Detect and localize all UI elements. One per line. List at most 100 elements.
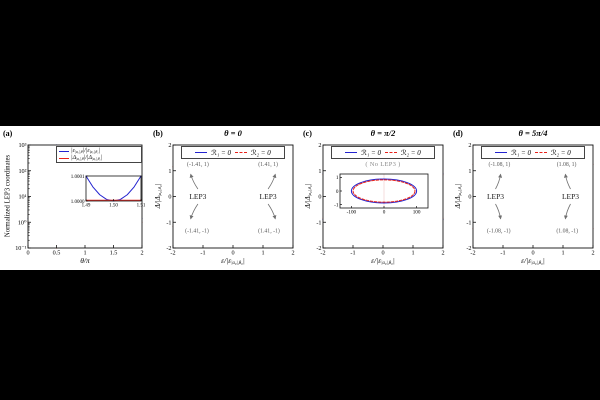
legend-label-R2: ℛ₂ = 0 [251, 148, 271, 157]
legend-label-R1: ℛ₁ = 0 [211, 148, 231, 157]
legend-line-R1 [195, 152, 208, 153]
inset-x-tick-label: 1.51 [137, 204, 146, 209]
lep-point-label: (-1.08, -1) [487, 227, 511, 234]
y-tick-label: 2 [468, 142, 471, 149]
x-tick-label: 0 [231, 250, 234, 257]
series-blue [350, 178, 418, 204]
x-tick-label: -2 [470, 250, 475, 257]
panel-c: -2 -1 0 1 2 2 1 0 -1 -2 -100 0 100 1 0 -1 (c) θ = π/2 Δ… [300, 126, 450, 270]
legend-label-epsilon: |ε|a₀|,θ|/|ε|a₀|,θ₀| [71, 148, 101, 154]
x-tick-label: 1 [261, 250, 264, 257]
x-tick-label: -1 [500, 250, 505, 257]
no-lep3-note: ( No LEP3 ) [365, 161, 401, 168]
y-tick-label: 2 [318, 142, 321, 149]
lep-point-label: (-1.08, 1) [489, 161, 511, 168]
legend-line-epsilon [59, 150, 69, 152]
panel-letter-a: (a) [3, 129, 13, 138]
y-tick-label: 2 [168, 142, 171, 149]
x-tick-label: 0 [381, 250, 384, 257]
inset-y-tick-label: 0 [336, 189, 339, 195]
lep3-label: LEP3 [189, 192, 206, 201]
y-tick-label: -1 [166, 219, 171, 226]
inset-x-tick-label: 1.50 [109, 204, 118, 209]
legend-d: ℛ₁ = 0 ℛ₂ = 0 [481, 146, 585, 159]
x-tick-label: 1 [83, 250, 86, 257]
x-tick-label: 2 [140, 250, 143, 257]
inset-y-tick-label: 1.0001 [71, 175, 85, 180]
inset-x-tick-label: 100 [413, 210, 421, 216]
lep3-arrow [495, 203, 503, 220]
legend-line-R1 [345, 152, 358, 153]
legend-label-R1: ℛ₁ = 0 [511, 148, 531, 157]
lep-point-label: (1.41, -1) [258, 227, 280, 234]
panel-b: -2 -1 0 1 2 2 1 0 -1 -2 (-1.41, 1) (1.41, 1) (-1.41,… [150, 126, 300, 270]
inset-c: -100 0 100 1 0 -1 [334, 173, 429, 216]
lep-point-label: (1.08, -1) [556, 227, 578, 234]
x-axis-label-b: ε/|ε|a₀|,θ₀| [221, 256, 245, 267]
lep3-label: LEP3 [562, 192, 579, 201]
y-tick-label: 0 [468, 194, 471, 201]
legend-c: ℛ₁ = 0 ℛ₂ = 0 [331, 146, 435, 159]
x-tick-label: 1.5 [110, 250, 118, 257]
inset-a: 1.49 1.50 1.51 1.0001 1.0000 [71, 175, 146, 209]
panel-letter-d: (d) [453, 129, 463, 138]
legend-line-R2 [535, 152, 547, 153]
panel-d: -2 -1 0 1 2 2 1 0 -1 -2 (-1.08, 1) (1.08, 1) (-1.08,… [450, 126, 600, 270]
y-tick-label: 0 [318, 194, 321, 201]
y-tick-label: -2 [466, 245, 471, 252]
y-tick-label: 1 [318, 168, 321, 175]
inset-x-tick-label: -100 [347, 210, 357, 216]
legend-label-R1: ℛ₁ = 0 [361, 148, 381, 157]
inset-y-tick-label: 1 [336, 175, 339, 181]
y-tick-label: 10² [18, 168, 26, 175]
y-axis-label-a: Normalized LEP3 coordinates [5, 140, 12, 252]
series-red [352, 179, 416, 203]
panel-title-c: θ = π/2 [370, 128, 396, 138]
lep3-arrow [189, 203, 199, 220]
legend-label-R2: ℛ₂ = 0 [551, 148, 571, 157]
y-axis-label-c: Δ/|Δ|a₀|,θ₀| [303, 183, 313, 209]
plot-b: -2 -1 0 1 2 2 1 0 -1 -2 (-1.41, 1) (1.41, 1) (-1.41,… [166, 142, 294, 257]
legend-label-delta: |Δ|a₀|,θ|/|Δ|a₀|,θ₀| [71, 155, 103, 161]
x-tick-label: 0 [26, 250, 29, 257]
x-tick-label: 0 [531, 250, 534, 257]
legend-line-R1 [495, 152, 508, 153]
x-axis-label-c: ε/|ε|a₀|,θ₀| [371, 256, 395, 267]
panel-title-d: θ = 5π/4 [518, 128, 548, 138]
panel-letter-c: (c) [303, 129, 312, 138]
y-tick-label: 10³ [18, 142, 26, 149]
inset-x-tick-label: 0 [383, 210, 386, 216]
y-tick-label: -1 [316, 219, 321, 226]
x-axis-label-a: θ/π [28, 256, 142, 265]
lep3-label: LEP3 [260, 192, 277, 201]
plot-area-b: -2 -1 0 1 2 2 1 0 -1 -2 (-1.41, 1) (1.41, 1) (-1.41,… [166, 142, 294, 257]
lep3-arrow [563, 203, 571, 220]
lep3-arrow [563, 173, 571, 190]
legend-line-delta [59, 157, 69, 159]
x-axis-label-d: ε/|ε|a₀|,θ₀| [521, 256, 545, 267]
y-tick-label: -2 [166, 245, 171, 252]
y-axis-label-d: Δ/|Δ|a₀|,θ₀| [453, 183, 463, 209]
y-tick-label: 10⁻¹ [15, 245, 26, 252]
lep-point-label: (1.08, 1) [557, 161, 577, 168]
y-axis-label-a-text: Normalized LEP3 coordinates [4, 154, 12, 238]
lep3-arrow [267, 173, 277, 190]
y-tick-label: 1 [168, 168, 171, 175]
legend-a: |ε|a₀|,θ|/|ε|a₀|,θ₀| |Δ|a₀|,θ|/|Δ|a₀|,θ₀… [56, 146, 142, 163]
plot-area-d: -2 -1 0 1 2 2 1 0 -1 -2 (-1.08, 1) (1.08, 1) (-1.08,… [466, 142, 594, 257]
plot-d: -2 -1 0 1 2 2 1 0 -1 -2 (-1.08, 1) (1.08, 1) (-1.08,… [466, 142, 594, 257]
axes-frame [472, 144, 594, 249]
y-tick-label: 1 [468, 168, 471, 175]
legend-line-R2 [385, 152, 397, 153]
lep-point-label: (1.41, 1) [258, 161, 278, 168]
lep3-arrow [267, 203, 277, 220]
x-axis-label-a-text: θ/π [80, 256, 90, 265]
inset-y-tick-label: 1.0000 [71, 200, 85, 205]
lep3-arrow [189, 173, 199, 190]
y-tick-label: 0 [168, 194, 171, 201]
figure-strip: 0 0.5 1 1.5 2 10³ 10² 10¹ 10⁰ 10⁻¹ 1.49 1.50 1.51 1.0… [0, 126, 600, 270]
x-tick-label: 2 [291, 250, 294, 257]
panel-title-b: θ = 0 [224, 128, 242, 138]
legend-a-row-epsilon: |ε|a₀|,θ|/|ε|a₀|,θ₀| [59, 148, 139, 154]
